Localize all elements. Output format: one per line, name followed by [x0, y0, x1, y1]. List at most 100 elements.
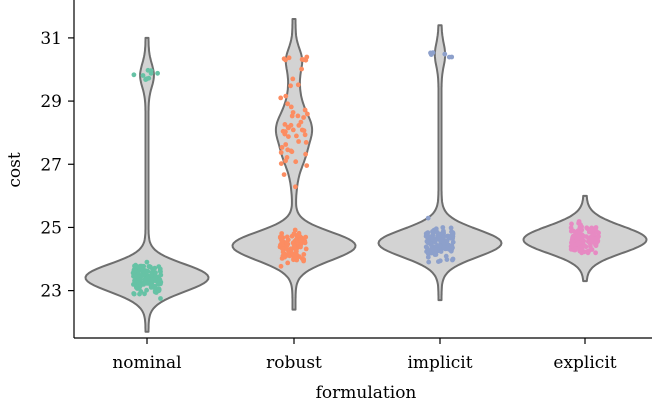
- point-implicit: [440, 225, 446, 230]
- point-robust: [304, 163, 310, 169]
- point-implicit: [430, 230, 436, 236]
- y-tick-label: 25: [40, 218, 62, 238]
- point-robust: [281, 172, 287, 178]
- point-nominal: [134, 286, 140, 291]
- point-nominal: [148, 272, 154, 278]
- point-nominal: [155, 281, 161, 286]
- point-nominal: [150, 284, 155, 290]
- point-robust: [278, 95, 284, 101]
- point-robust: [283, 93, 289, 99]
- y-tick-label: 27: [40, 155, 62, 175]
- point-explicit: [588, 243, 593, 249]
- point-robust: [286, 125, 291, 131]
- point-nominal: [146, 264, 152, 269]
- point-robust: [301, 258, 306, 264]
- point-robust: [290, 76, 296, 82]
- point-robust: [292, 245, 297, 251]
- point-nominal: [140, 268, 146, 273]
- point-robust: [298, 119, 304, 125]
- point-explicit: [573, 246, 579, 252]
- point-robust: [303, 140, 309, 145]
- point-nominal: [142, 291, 147, 297]
- point-implicit: [425, 230, 431, 236]
- point-explicit: [586, 248, 592, 254]
- point-robust: [280, 246, 285, 252]
- point-implicit: [441, 228, 446, 234]
- point-robust: [285, 101, 290, 107]
- point-nominal: [131, 291, 137, 296]
- point-nominal: [145, 67, 151, 73]
- point-implicit: [444, 238, 450, 244]
- point-implicit: [443, 253, 449, 259]
- point-nominal: [152, 265, 158, 271]
- point-implicit: [442, 51, 448, 57]
- x-tick-label-implicit: implicit: [407, 353, 472, 373]
- point-explicit: [573, 229, 579, 235]
- point-explicit: [570, 233, 576, 239]
- point-robust: [301, 252, 307, 257]
- point-nominal: [136, 265, 142, 271]
- point-robust: [301, 128, 307, 134]
- point-robust: [299, 66, 304, 72]
- point-nominal: [144, 287, 150, 293]
- y-tick-label: 31: [40, 29, 62, 49]
- x-ticks: nominal robust implicit explicit: [112, 338, 617, 373]
- point-robust: [278, 263, 284, 269]
- point-implicit: [450, 257, 455, 263]
- point-nominal: [138, 283, 144, 288]
- point-robust: [295, 82, 301, 88]
- point-robust: [301, 115, 306, 120]
- point-nominal: [158, 296, 163, 301]
- point-robust: [305, 111, 310, 117]
- point-nominal: [145, 275, 151, 281]
- point-robust: [284, 155, 290, 160]
- point-implicit: [426, 259, 432, 265]
- point-explicit: [595, 234, 601, 240]
- point-nominal: [158, 269, 163, 275]
- point-robust: [290, 127, 296, 133]
- point-robust: [289, 233, 295, 239]
- point-robust: [284, 240, 290, 246]
- point-robust: [283, 142, 289, 147]
- violins-layer: [84, 18, 648, 333]
- point-robust: [302, 107, 308, 113]
- point-robust: [281, 56, 287, 62]
- point-implicit: [436, 234, 442, 240]
- point-robust: [288, 104, 294, 110]
- point-robust: [283, 253, 289, 259]
- point-explicit: [568, 228, 574, 234]
- y-axis-label: cost: [5, 152, 25, 187]
- point-implicit: [437, 243, 443, 249]
- point-implicit: [423, 244, 429, 250]
- point-implicit: [438, 249, 444, 254]
- point-explicit: [579, 246, 584, 252]
- point-robust: [278, 150, 284, 155]
- point-implicit: [424, 239, 430, 244]
- point-robust: [293, 184, 298, 190]
- point-implicit: [426, 249, 432, 255]
- point-explicit: [589, 227, 595, 233]
- point-explicit: [591, 236, 597, 242]
- point-robust: [302, 239, 308, 245]
- point-robust: [285, 260, 291, 266]
- point-nominal: [137, 291, 142, 297]
- point-implicit: [425, 215, 431, 221]
- y-tick-label: 29: [40, 92, 62, 112]
- point-robust: [304, 54, 310, 60]
- point-explicit: [593, 250, 598, 256]
- point-robust: [277, 234, 283, 240]
- point-implicit: [449, 229, 454, 235]
- point-robust: [301, 57, 306, 63]
- point-robust: [294, 133, 299, 139]
- point-robust: [302, 132, 308, 138]
- point-implicit: [437, 258, 443, 264]
- point-nominal: [144, 259, 150, 265]
- point-robust: [293, 159, 299, 165]
- point-robust: [286, 134, 291, 140]
- x-tick-label-nominal: nominal: [112, 353, 181, 373]
- point-robust: [295, 113, 301, 119]
- point-explicit: [576, 240, 581, 246]
- point-nominal: [152, 288, 158, 294]
- x-axis-label: formulation: [316, 383, 417, 403]
